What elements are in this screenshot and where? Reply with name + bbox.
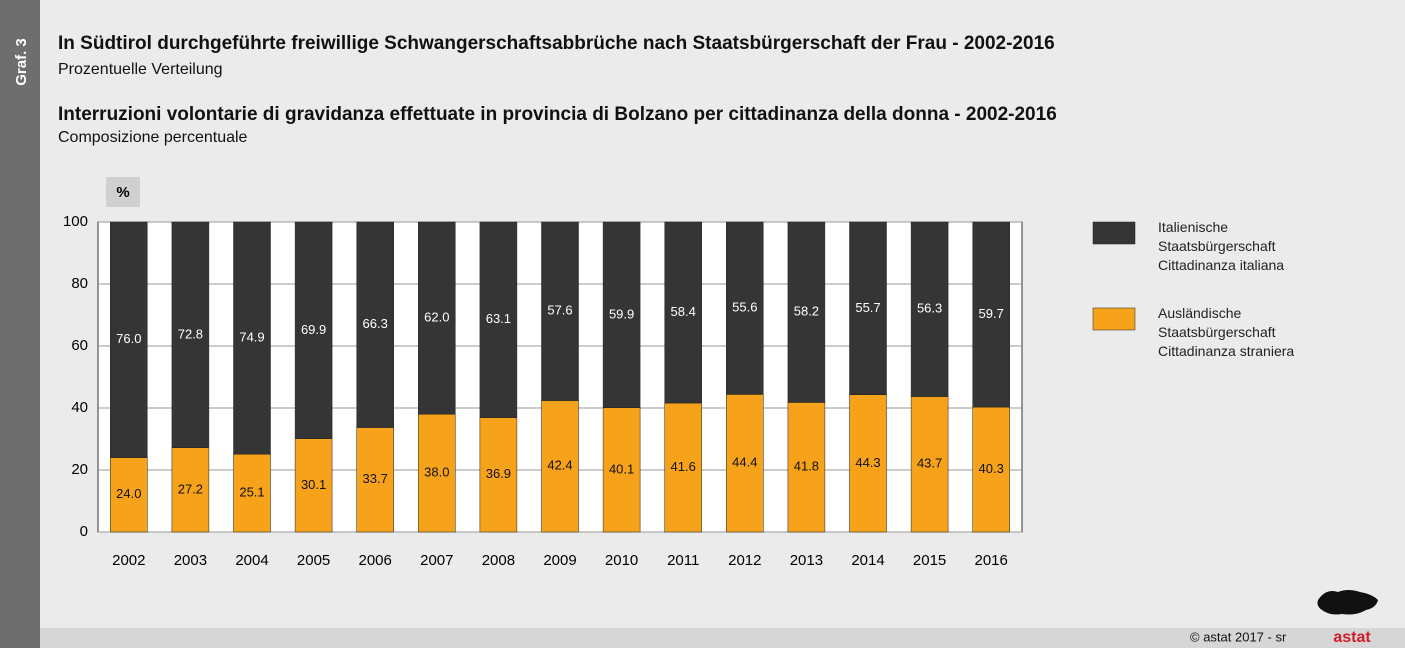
value-label: 74.9	[239, 330, 264, 345]
bar-segment	[849, 221, 887, 395]
bar-segment	[541, 400, 579, 533]
footer-bar	[40, 628, 1405, 648]
chart-subtitle-it: Composizione percentuale	[58, 129, 248, 146]
x-tick-label: 2016	[975, 552, 1008, 569]
y-tick-label: 100	[63, 213, 88, 230]
value-label: 58.2	[794, 304, 819, 319]
value-label: 36.9	[486, 466, 511, 481]
value-label: 63.1	[486, 311, 511, 326]
x-tick-label: 2002	[112, 552, 145, 569]
y-tick-label: 20	[71, 461, 88, 478]
bar-segment	[602, 221, 641, 408]
y-tick-label: 80	[71, 275, 88, 292]
value-label: 55.7	[855, 300, 880, 315]
bar-segment	[541, 221, 579, 401]
value-label: 69.9	[301, 322, 326, 337]
footer-logo: astat	[1333, 629, 1371, 646]
value-label: 55.6	[732, 300, 757, 315]
value-label: 30.1	[301, 477, 326, 492]
bar-segment	[418, 221, 456, 415]
value-label: 38.0	[424, 465, 449, 480]
value-label: 57.6	[547, 303, 572, 318]
bar-segment	[294, 438, 333, 533]
chart-subtitle: Prozentuelle Verteilung	[58, 61, 223, 78]
bar-segment	[910, 221, 949, 397]
y-tick-label: 40	[71, 399, 88, 416]
bar-segment	[356, 427, 394, 533]
value-label: 44.4	[732, 455, 757, 470]
unit-box	[106, 177, 140, 207]
bar-segment	[418, 413, 456, 533]
sidebar	[0, 0, 40, 648]
value-label: 59.7	[979, 306, 1004, 321]
bar-segment	[233, 221, 271, 455]
bar-segment	[479, 221, 518, 418]
bar-segment	[910, 396, 949, 533]
value-label: 66.3	[363, 316, 388, 331]
value-label: 58.4	[671, 304, 696, 319]
value-label: 41.8	[794, 459, 819, 474]
value-label: 59.9	[609, 306, 634, 321]
x-tick-label: 2003	[174, 552, 207, 569]
x-tick-label: 2007	[420, 552, 453, 569]
y-tick-label: 60	[71, 337, 88, 354]
sidebar-label: Graf. 3	[13, 38, 30, 86]
value-label: 25.1	[239, 485, 264, 500]
bar-segment	[171, 221, 210, 448]
bar-segment	[726, 221, 764, 395]
x-tick-label: 2009	[543, 552, 576, 569]
x-tick-label: 2008	[482, 552, 515, 569]
bar-segment	[356, 221, 394, 428]
value-label: 42.4	[547, 458, 572, 473]
x-tick-label: 2005	[297, 552, 330, 569]
legend-label: Italienische Staatsbürgerschaft Cittadin…	[1158, 219, 1285, 273]
legend-label: Ausländische Staatsbürgerschaft Cittadin…	[1158, 305, 1295, 359]
bar-segment	[171, 447, 210, 533]
x-tick-label: 2004	[235, 552, 268, 569]
bar-segment	[972, 221, 1010, 408]
x-tick-label: 2012	[728, 552, 761, 569]
value-label: 44.3	[855, 455, 880, 470]
bar-segment	[726, 394, 764, 533]
value-label: 41.6	[671, 459, 696, 474]
value-label: 27.2	[178, 481, 203, 496]
logo-map	[1317, 590, 1378, 615]
footer-credit: © astat 2017 - sr	[1190, 629, 1287, 644]
bar-segment	[110, 221, 148, 458]
value-label: 56.3	[917, 301, 942, 316]
bar-segment	[294, 221, 333, 439]
value-label: 76.0	[116, 331, 141, 346]
legend-swatch	[1092, 307, 1136, 331]
bar-segment	[787, 221, 826, 403]
value-label: 43.7	[917, 456, 942, 471]
value-label: 72.8	[178, 326, 203, 341]
value-label: 40.1	[609, 461, 634, 476]
chart-title: In Südtirol durchgeführte freiwillige Sc…	[58, 33, 1055, 54]
value-label: 33.7	[363, 471, 388, 486]
bar-segment	[110, 457, 148, 533]
bar-segment	[664, 402, 702, 533]
x-tick-label: 2006	[359, 552, 392, 569]
x-tick-label: 2010	[605, 552, 638, 569]
y-tick-label: 0	[80, 523, 88, 540]
y-unit: %	[116, 184, 129, 201]
bar-segment	[849, 394, 887, 533]
value-label: 40.3	[979, 461, 1004, 476]
x-tick-label: 2011	[667, 552, 699, 569]
x-tick-label: 2014	[851, 552, 884, 569]
bar-segment	[602, 407, 641, 533]
x-tick-label: 2013	[790, 552, 823, 569]
value-label: 62.0	[424, 310, 449, 325]
legend-swatch	[1092, 221, 1136, 245]
bar-segment	[972, 406, 1010, 533]
bar-segment	[664, 221, 702, 404]
value-label: 24.0	[116, 486, 141, 501]
chart-title-it: Interruzioni volontarie di gravidanza ef…	[58, 104, 1057, 125]
x-tick-label: 2015	[913, 552, 946, 569]
